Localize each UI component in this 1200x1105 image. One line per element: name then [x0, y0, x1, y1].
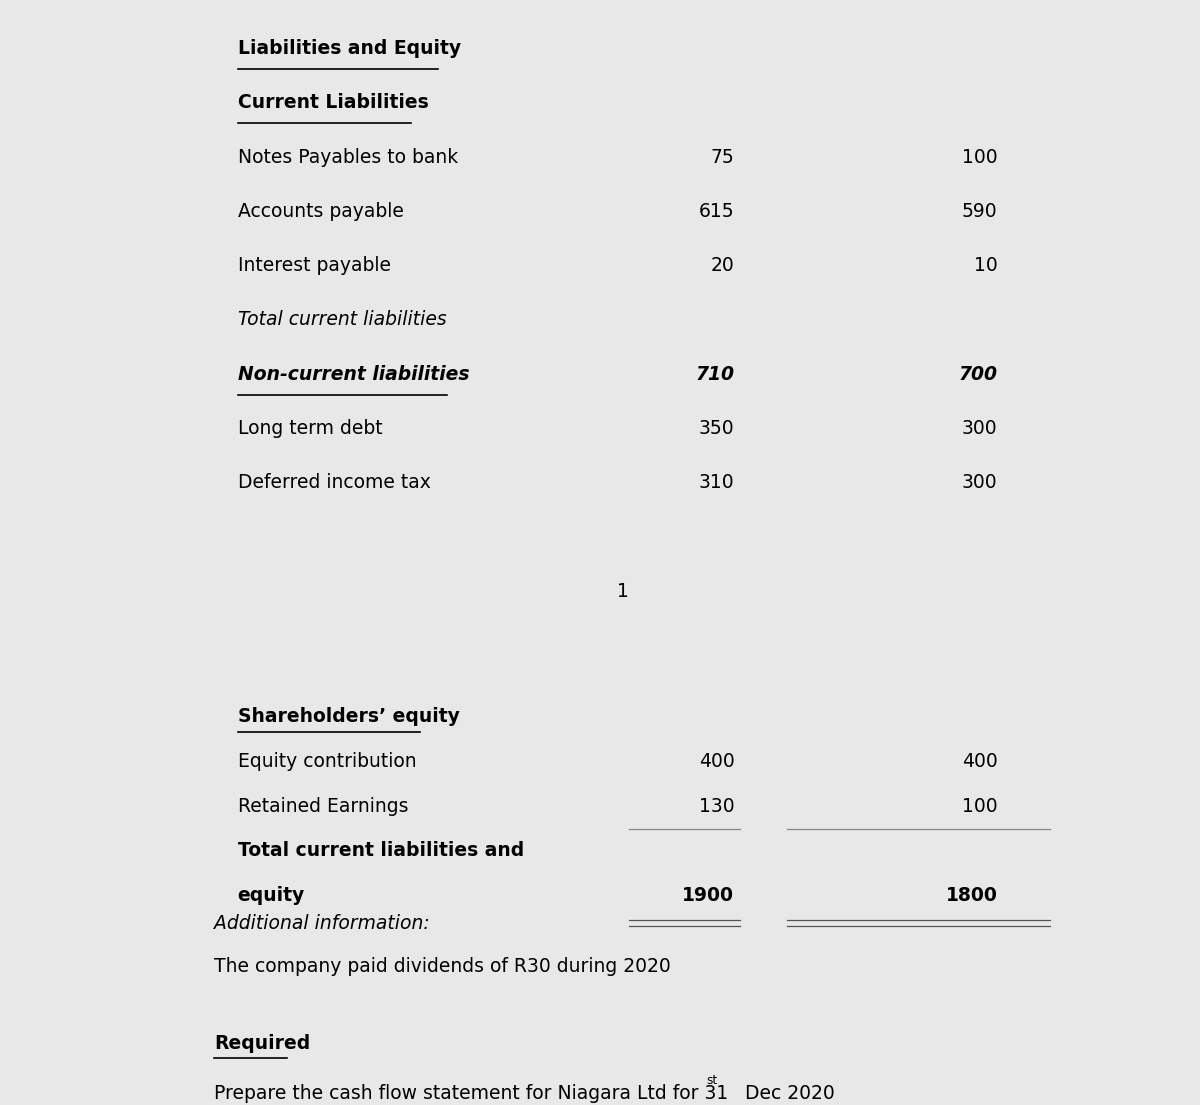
- Text: 300: 300: [961, 473, 997, 492]
- Text: Total current liabilities: Total current liabilities: [238, 311, 446, 329]
- Text: 1800: 1800: [946, 886, 997, 905]
- Text: 300: 300: [961, 419, 997, 438]
- Text: 75: 75: [710, 148, 734, 167]
- Text: 400: 400: [961, 753, 997, 771]
- Text: 400: 400: [698, 753, 734, 771]
- Text: 615: 615: [698, 202, 734, 221]
- Text: Long term debt: Long term debt: [238, 419, 383, 438]
- Text: Shareholders’ equity: Shareholders’ equity: [238, 707, 460, 726]
- Text: 20: 20: [710, 256, 734, 275]
- Text: 590: 590: [961, 202, 997, 221]
- Text: 1: 1: [618, 582, 629, 601]
- Text: Current Liabilities: Current Liabilities: [238, 94, 428, 113]
- Text: Non-current liabilities: Non-current liabilities: [238, 365, 469, 383]
- Text: 700: 700: [959, 365, 997, 383]
- Text: 100: 100: [961, 797, 997, 815]
- Text: st: st: [707, 1074, 718, 1086]
- Text: Deferred income tax: Deferred income tax: [238, 473, 431, 492]
- Text: 10: 10: [973, 256, 997, 275]
- Text: Equity contribution: Equity contribution: [238, 753, 416, 771]
- Text: Accounts payable: Accounts payable: [238, 202, 403, 221]
- Text: Total current liabilities and: Total current liabilities and: [238, 841, 524, 861]
- Text: Interest payable: Interest payable: [238, 256, 391, 275]
- Text: Notes Payables to bank: Notes Payables to bank: [238, 148, 458, 167]
- Text: 310: 310: [698, 473, 734, 492]
- Text: 710: 710: [696, 365, 734, 383]
- Text: 100: 100: [961, 148, 997, 167]
- Text: Dec 2020: Dec 2020: [739, 1084, 835, 1103]
- Text: Retained Earnings: Retained Earnings: [238, 797, 408, 815]
- Text: Liabilities and Equity: Liabilities and Equity: [238, 39, 461, 59]
- Text: Prepare the cash flow statement for Niagara Ltd for 31: Prepare the cash flow statement for Niag…: [215, 1084, 728, 1103]
- Text: 350: 350: [698, 419, 734, 438]
- Text: The company paid dividends of R30 during 2020: The company paid dividends of R30 during…: [215, 957, 671, 976]
- Text: Required: Required: [215, 1034, 311, 1053]
- Text: Additional information:: Additional information:: [215, 915, 430, 934]
- Text: 1900: 1900: [683, 886, 734, 905]
- Text: 130: 130: [698, 797, 734, 815]
- Text: equity: equity: [238, 886, 305, 905]
